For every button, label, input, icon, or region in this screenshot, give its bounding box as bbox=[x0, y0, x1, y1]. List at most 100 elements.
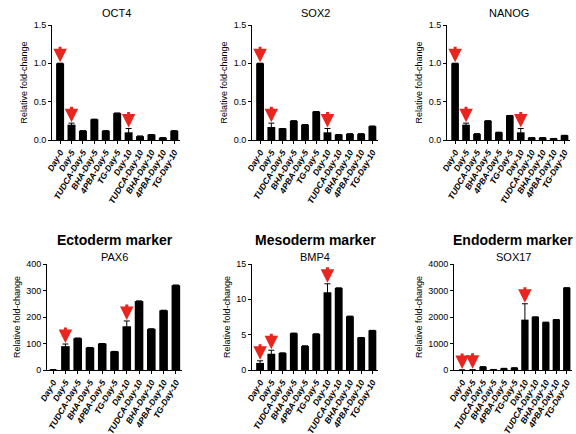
svg-text:4PBA-Day-10: 4PBA-Day-10 bbox=[133, 378, 169, 430]
svg-text:1.5: 1.5 bbox=[34, 20, 47, 30]
svg-text:Relative fold-change: Relative fold-change bbox=[219, 41, 229, 123]
svg-text:Day-0: Day-0 bbox=[447, 378, 467, 403]
svg-text:Relative fold-change: Relative fold-change bbox=[222, 276, 232, 358]
svg-text:5: 5 bbox=[241, 330, 246, 340]
svg-text:0.5: 0.5 bbox=[429, 97, 442, 107]
svg-text:0.0: 0.0 bbox=[234, 135, 247, 145]
svg-text:TG-Day-5: TG-Day-5 bbox=[488, 148, 516, 186]
svg-text:0: 0 bbox=[443, 365, 448, 375]
svg-text:0.0: 0.0 bbox=[429, 135, 442, 145]
svg-text:15: 15 bbox=[236, 259, 246, 269]
svg-text:4000: 4000 bbox=[428, 259, 448, 269]
svg-text:TUDCA-Day-5: TUDCA-Day-5 bbox=[52, 148, 89, 201]
svg-text:BHA-Day-10: BHA-Day-10 bbox=[322, 148, 355, 196]
svg-text:BMP4: BMP4 bbox=[300, 251, 330, 263]
svg-text:TUDCA-Day-5: TUDCA-Day-5 bbox=[452, 378, 489, 431]
svg-text:4PBA-Day-5: 4PBA-Day-5 bbox=[471, 148, 505, 196]
svg-text:Day-10: Day-10 bbox=[111, 148, 134, 177]
svg-text:3000: 3000 bbox=[428, 286, 448, 296]
svg-text:Endoderm marker: Endoderm marker bbox=[453, 232, 573, 248]
svg-text:TUDCA-Day-5: TUDCA-Day-5 bbox=[47, 378, 84, 431]
svg-text:Day-5: Day-5 bbox=[451, 148, 471, 173]
svg-text:TG-Day-5: TG-Day-5 bbox=[492, 378, 520, 416]
svg-text:TUDCA-Day-10: TUDCA-Day-10 bbox=[498, 148, 537, 206]
svg-text:Day-5: Day-5 bbox=[458, 378, 478, 403]
svg-text:4PBA-Day-5: 4PBA-Day-5 bbox=[476, 378, 510, 426]
svg-text:TG-Day-5: TG-Day-5 bbox=[294, 148, 322, 186]
svg-text:TG-Day-10: TG-Day-10 bbox=[348, 148, 378, 190]
svg-text:0.5: 0.5 bbox=[234, 97, 247, 107]
svg-text:0: 0 bbox=[36, 365, 41, 375]
svg-text:TG-Day-10: TG-Day-10 bbox=[151, 378, 181, 420]
svg-text:0.5: 0.5 bbox=[34, 97, 47, 107]
svg-text:1.5: 1.5 bbox=[429, 20, 442, 30]
svg-text:Relative fold-change: Relative fold-change bbox=[414, 276, 424, 358]
svg-text:TG-Day-10: TG-Day-10 bbox=[542, 378, 572, 420]
svg-text:4PBA-Day-10: 4PBA-Day-10 bbox=[331, 378, 367, 430]
svg-text:BHA-Day-10: BHA-Day-10 bbox=[515, 148, 548, 196]
svg-text:Day-5: Day-5 bbox=[257, 148, 277, 173]
svg-text:Day-0: Day-0 bbox=[245, 148, 265, 173]
svg-text:BHA-Day-5: BHA-Day-5 bbox=[462, 148, 493, 192]
svg-text:100: 100 bbox=[26, 339, 41, 349]
svg-text:TUDCA-Day-10: TUDCA-Day-10 bbox=[305, 148, 344, 206]
svg-text:Day-5: Day-5 bbox=[257, 378, 277, 403]
svg-text:4PBA-Day-5: 4PBA-Day-5 bbox=[78, 148, 112, 196]
svg-text:TG-Day-10: TG-Day-10 bbox=[150, 148, 180, 190]
svg-text:2000: 2000 bbox=[428, 312, 448, 322]
svg-text:TUDCA-Day-10: TUDCA-Day-10 bbox=[107, 148, 146, 206]
svg-text:OCT4: OCT4 bbox=[102, 7, 131, 19]
svg-text:BHA-Day-10: BHA-Day-10 bbox=[518, 378, 551, 426]
svg-text:Day-5: Day-5 bbox=[57, 148, 77, 173]
svg-text:300: 300 bbox=[26, 286, 41, 296]
svg-text:4PBA-Day-10: 4PBA-Day-10 bbox=[523, 148, 559, 200]
svg-text:Day-0: Day-0 bbox=[38, 378, 58, 403]
svg-text:TUDCA-Day-10: TUDCA-Day-10 bbox=[106, 378, 145, 434]
svg-text:BHA-Day-5: BHA-Day-5 bbox=[468, 378, 499, 422]
svg-text:1000: 1000 bbox=[428, 339, 448, 349]
svg-text:4PBA-Day-10: 4PBA-Day-10 bbox=[331, 148, 367, 200]
svg-text:10: 10 bbox=[236, 294, 246, 304]
svg-text:Day-10: Day-10 bbox=[310, 378, 333, 407]
svg-text:Day-5: Day-5 bbox=[51, 378, 71, 403]
svg-text:4PBA-Day-5: 4PBA-Day-5 bbox=[74, 378, 108, 426]
svg-text:Relative fold-change: Relative fold-change bbox=[12, 276, 22, 358]
svg-text:Relative fold-change: Relative fold-change bbox=[19, 41, 29, 123]
svg-text:Day-10: Day-10 bbox=[310, 148, 333, 177]
svg-text:TUDCA-Day-5: TUDCA-Day-5 bbox=[446, 148, 483, 201]
svg-text:Ectoderm marker: Ectoderm marker bbox=[57, 232, 173, 248]
svg-text:TUDCA-Day-10: TUDCA-Day-10 bbox=[305, 378, 344, 434]
svg-text:TG-Day-10: TG-Day-10 bbox=[540, 148, 570, 190]
svg-text:NANOG: NANOG bbox=[489, 7, 529, 19]
svg-text:PAX6: PAX6 bbox=[101, 251, 128, 263]
svg-text:400: 400 bbox=[26, 259, 41, 269]
svg-text:4PBA-Day-5: 4PBA-Day-5 bbox=[277, 148, 311, 196]
svg-text:TG-Day-10: TG-Day-10 bbox=[348, 378, 378, 420]
svg-text:1.0: 1.0 bbox=[34, 58, 47, 68]
svg-text:Day-10: Day-10 bbox=[504, 148, 527, 177]
svg-text:4PBA-Day-10: 4PBA-Day-10 bbox=[526, 378, 562, 430]
svg-text:BHA-Day-10: BHA-Day-10 bbox=[124, 378, 157, 426]
svg-text:BHA-Day-5: BHA-Day-5 bbox=[268, 148, 299, 192]
svg-text:Day-10: Day-10 bbox=[110, 378, 133, 407]
svg-text:1.0: 1.0 bbox=[234, 58, 247, 68]
svg-text:1.0: 1.0 bbox=[429, 58, 442, 68]
svg-text:BHA-Day-10: BHA-Day-10 bbox=[322, 378, 355, 426]
svg-text:TUDCA-Day-5: TUDCA-Day-5 bbox=[251, 378, 288, 431]
svg-text:0.0: 0.0 bbox=[34, 135, 47, 145]
svg-text:BHA-Day-5: BHA-Day-5 bbox=[69, 148, 100, 192]
svg-text:TUDCA-Day-5: TUDCA-Day-5 bbox=[251, 148, 288, 201]
svg-text:Day-0: Day-0 bbox=[45, 148, 65, 173]
svg-text:4PBA-Day-5: 4PBA-Day-5 bbox=[277, 378, 311, 426]
svg-text:TG-Day-5: TG-Day-5 bbox=[294, 378, 322, 416]
svg-text:Day-10: Day-10 bbox=[508, 378, 531, 407]
svg-text:0: 0 bbox=[241, 365, 246, 375]
svg-text:1.5: 1.5 bbox=[234, 20, 247, 30]
svg-text:Mesoderm marker: Mesoderm marker bbox=[255, 232, 376, 248]
svg-text:Day-0: Day-0 bbox=[440, 148, 460, 173]
svg-text:Relative fold-change: Relative fold-change bbox=[414, 41, 424, 123]
svg-text:4PBA-Day-10: 4PBA-Day-10 bbox=[132, 148, 168, 200]
svg-text:200: 200 bbox=[26, 312, 41, 322]
svg-text:TG-Day-5: TG-Day-5 bbox=[95, 148, 123, 186]
svg-text:TG-Day-5: TG-Day-5 bbox=[92, 378, 120, 416]
